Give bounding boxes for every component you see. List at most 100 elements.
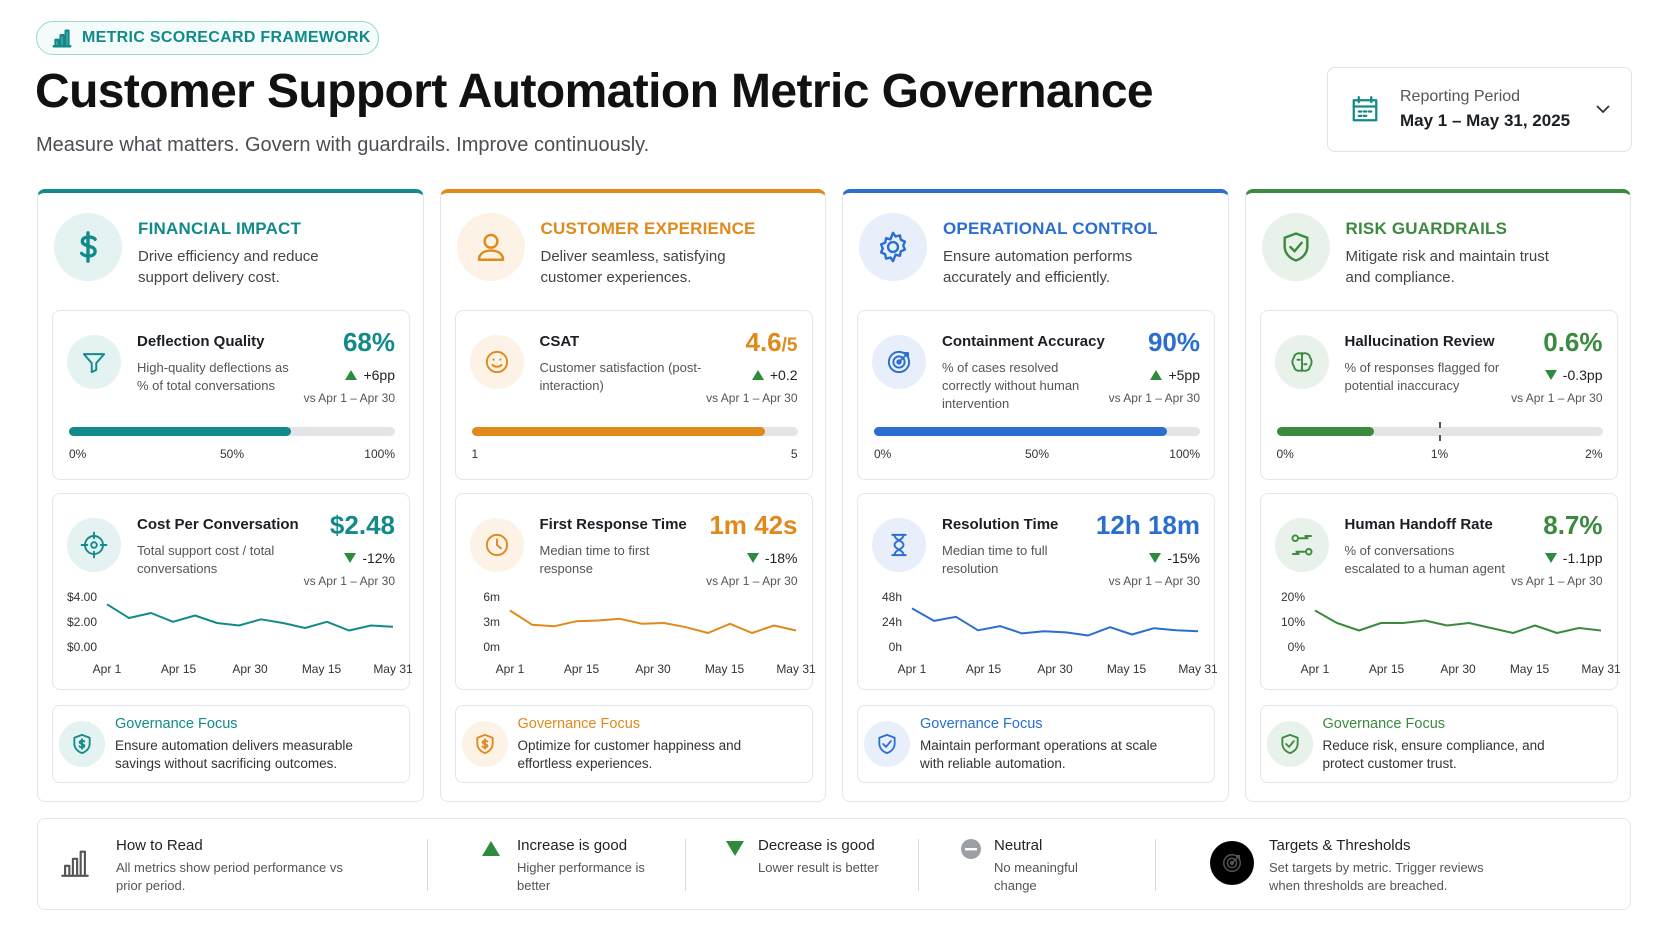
metric-value-wrap: 8.7% <box>1543 510 1602 541</box>
x-tick-label: May 15 <box>704 662 744 676</box>
metric-value-wrap: 0.6% <box>1543 327 1602 358</box>
icon-stroke <box>1231 854 1241 864</box>
separator <box>1155 839 1156 891</box>
neutral-bar <box>965 848 977 851</box>
delta-text: -12% <box>362 550 395 566</box>
icon-stroke <box>82 353 106 374</box>
icon-glyph <box>1280 733 1299 755</box>
pillar-description: Mitigate risk and maintain trust and com… <box>1345 248 1549 286</box>
icon-glyph <box>82 353 106 374</box>
x-tick-label: May 31 <box>1581 662 1621 676</box>
icon-glyph <box>485 350 508 374</box>
icon-stroke <box>495 538 502 550</box>
icon-stroke <box>1296 358 1307 366</box>
governance-card: Governance Focus Ensure automation delive… <box>52 705 410 783</box>
y-tick-label: 20% <box>1280 590 1304 604</box>
icon-glyph <box>887 350 911 374</box>
pillar-description: Deliver seamless, satisfying customer ex… <box>540 248 726 286</box>
icon-background <box>67 518 121 572</box>
y-tick-label: 0% <box>1287 640 1305 654</box>
icon-glyph <box>1352 96 1378 122</box>
icon-stroke <box>893 533 905 557</box>
delta-text: -15% <box>1167 550 1200 566</box>
x-tick-label: Apr 30 <box>635 662 671 676</box>
legend-neutral <box>961 839 981 859</box>
icon-background <box>859 213 927 281</box>
chevron-stroke <box>1596 105 1610 114</box>
y-tick-label: 0h <box>889 640 902 654</box>
metric-value-wrap: 68% <box>343 327 395 358</box>
icon <box>456 213 525 281</box>
y-tick-label: 10% <box>1280 615 1304 629</box>
bar-tick-label: 2% <box>1585 447 1603 461</box>
delta-arrow <box>1149 553 1162 563</box>
icon-stroke <box>475 733 494 755</box>
metric-value: $2.48 <box>329 510 395 540</box>
bar-tick-label: 5 <box>790 447 798 461</box>
metric-name: Cost Per Conversation <box>137 516 299 533</box>
metric-name: CSAT <box>539 333 580 350</box>
icon-stroke <box>477 249 504 261</box>
legend-arrow-shape <box>482 841 500 856</box>
governance-title: Governance Focus <box>115 716 238 732</box>
delta-arrow-shape <box>746 553 759 563</box>
metric-value: 90% <box>1147 327 1200 357</box>
page-subtitle: Measure what matters. Govern with guardr… <box>36 134 650 156</box>
metric-delta: -18% <box>746 550 798 566</box>
governance-card: Governance Focus Optimize for customer ha… <box>454 705 813 783</box>
legend-strip: How to Read All metrics show period perfo… <box>37 818 1631 910</box>
separator <box>685 839 686 891</box>
icon <box>1274 518 1329 572</box>
delta-arrow <box>1544 370 1557 380</box>
icon-stroke <box>882 740 892 748</box>
delta-arrow <box>1150 370 1163 380</box>
x-tick-label: Apr 15 <box>563 662 599 676</box>
governance-text: Reduce risk, ensure compliance, and prot… <box>1322 738 1545 771</box>
pillar-title: FINANCIAL IMPACT <box>138 219 302 238</box>
icon-stroke <box>1294 535 1309 555</box>
legend-text: No meaningful change <box>994 860 1078 893</box>
comparison: vs Apr 1 – Apr 30 <box>303 574 395 588</box>
icon <box>864 721 910 767</box>
icon-glyph <box>1223 854 1241 872</box>
pillar-description: Drive efficiency and reduce support deli… <box>138 248 319 286</box>
y-tick-label: 6m <box>483 590 500 604</box>
x-tick-label: May 31 <box>776 662 816 676</box>
governance-title: Governance Focus <box>920 716 1043 732</box>
bar-tick-label: 100% <box>364 447 395 461</box>
metric-name: Hallucination Review <box>1344 333 1495 350</box>
trend-line <box>508 609 796 634</box>
bar-tick-label: 1% <box>1430 447 1449 461</box>
governance-title: Governance Focus <box>517 716 641 732</box>
delta-arrow <box>746 553 759 563</box>
delta-text: -1.1pp <box>1562 550 1603 566</box>
metric-delta: +0.2 <box>751 367 798 383</box>
icon-background <box>1261 213 1330 281</box>
icon <box>1274 335 1329 389</box>
y-tick-label: 3m <box>483 615 500 629</box>
metric-card: Deflection Quality High-quality deflectio… <box>52 310 410 480</box>
icon-background <box>872 518 926 572</box>
metric-card: First Response Time Median time to first … <box>454 493 816 690</box>
icon <box>872 518 926 572</box>
x-tick-label: Apr 30 <box>232 662 268 676</box>
icon-stroke <box>1357 96 1373 104</box>
metric-card: Containment Accuracy % of cases resolved … <box>857 310 1215 480</box>
icon-stroke <box>1304 548 1313 556</box>
icon-glyph <box>80 531 108 559</box>
icon-glyph <box>891 533 907 557</box>
x-tick-label: Apr 15 <box>1368 662 1404 676</box>
period-dropdown[interactable]: Reporting Period May 1 – May 31, 2025 <box>1327 67 1632 152</box>
badge: METRIC SCORECARD FRAMEWORK <box>36 21 379 55</box>
metric-delta: -0.3pp <box>1544 367 1603 383</box>
metric-value-wrap: $2.48 <box>330 510 395 541</box>
icon <box>59 721 105 767</box>
metric-value-wrap: 12h 18m <box>1096 510 1200 541</box>
x-tick-label: May 31 <box>1178 662 1218 676</box>
metric-value-wrap: 90% <box>1148 327 1200 358</box>
metric-card: Hallucination Review % of responses flagg… <box>1259 310 1618 480</box>
x-tick-label: Apr 1 <box>898 662 927 676</box>
icon-stroke <box>78 739 86 749</box>
icon-glyph <box>477 233 504 261</box>
